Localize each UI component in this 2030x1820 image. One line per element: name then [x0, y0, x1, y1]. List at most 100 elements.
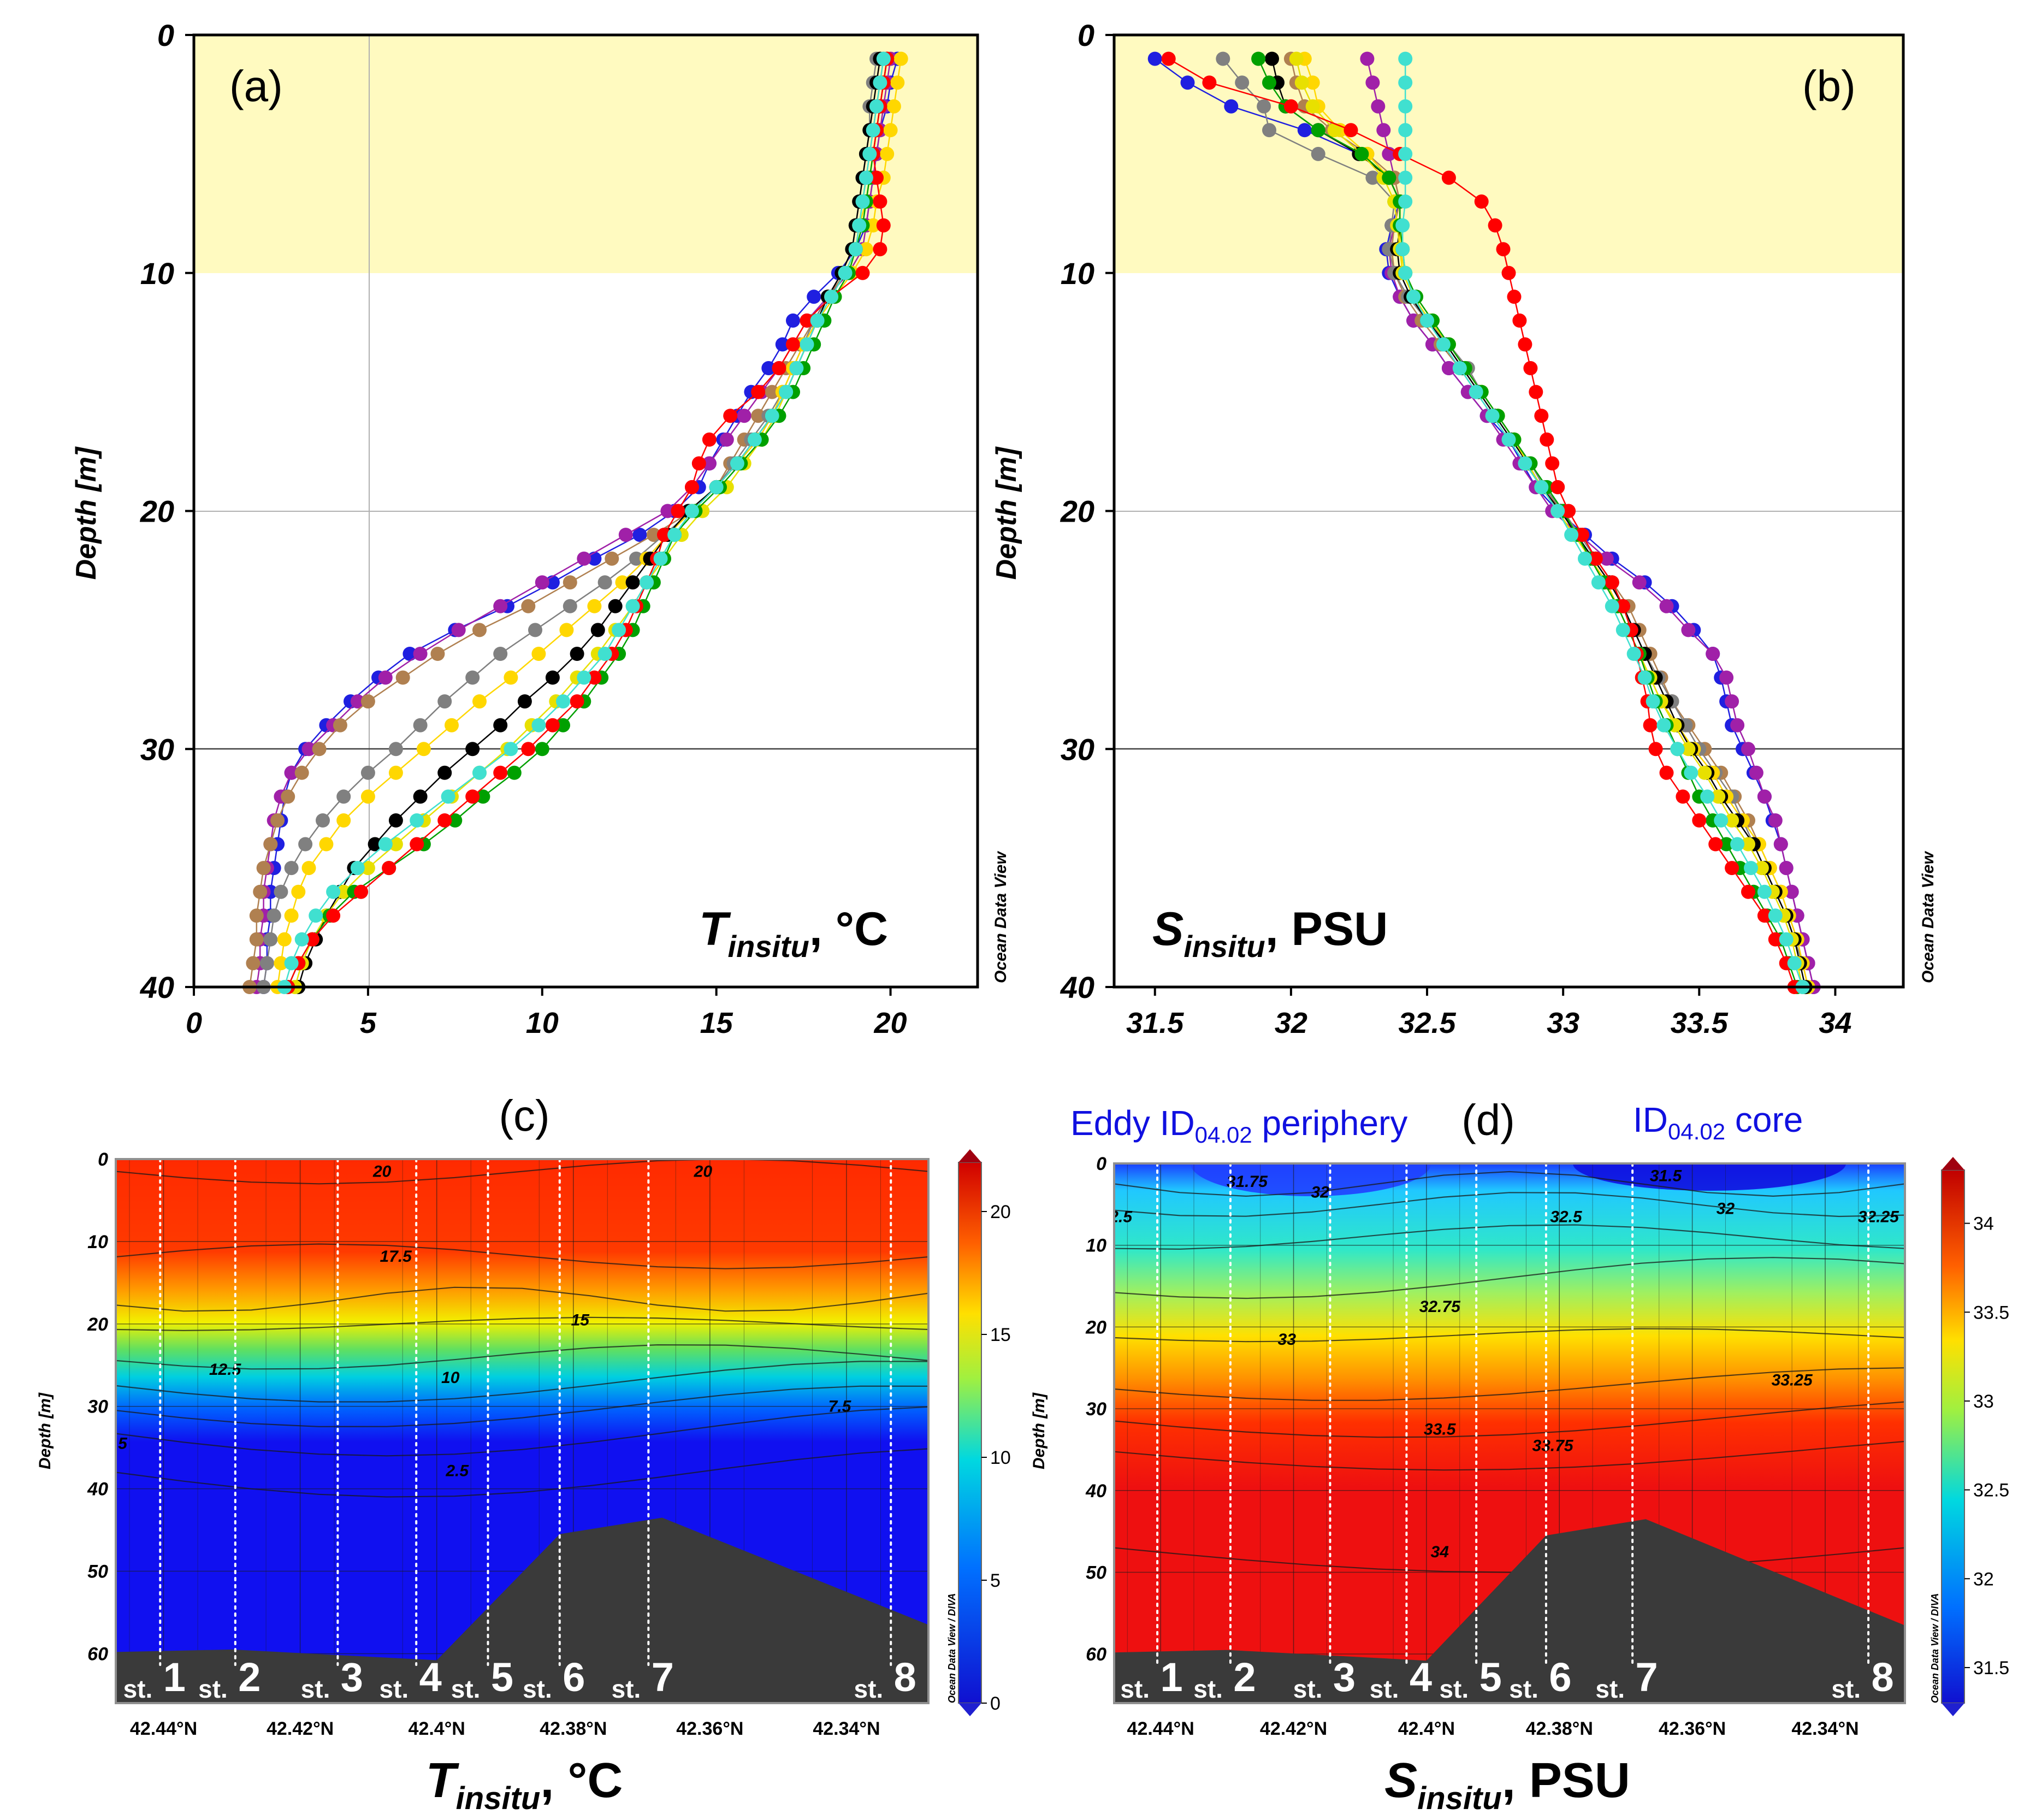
- panel-a-point-st.4-d24: [563, 599, 577, 613]
- panel-b-point-st.2-d28: [1725, 694, 1739, 709]
- panel-a-point-st.3-d23: [563, 575, 577, 590]
- panel-b-point-st.4-d6: [1365, 170, 1380, 185]
- panel-b-point-st.10-d34: [1730, 837, 1745, 852]
- panel-d-station-number-8: 8: [1871, 1654, 1893, 1700]
- panel-a-point-st.10-d17: [747, 432, 762, 447]
- panel-a-point-st.9-d19: [685, 480, 699, 494]
- panel-c-ytick-label-2: 20: [87, 1314, 108, 1335]
- panel-a-point-st.9-d36: [354, 884, 369, 899]
- panel-b-label: (b): [1802, 62, 1856, 110]
- panel-b-point-st.7-d3: [1305, 99, 1320, 114]
- panel-a-point-st.3-d22: [605, 551, 619, 566]
- panel-d-colorbar-bottom-cap: [1942, 1703, 1964, 1716]
- panel-d-ytick-label-3: 30: [1086, 1399, 1106, 1420]
- panel-b-point-st.2-d31: [1749, 765, 1763, 780]
- panel-a-point-st.10-d16: [765, 409, 779, 423]
- panel-b-point-st.1-d4: [1297, 123, 1312, 138]
- panel-c-contour-line-0: [116, 1159, 928, 1185]
- panel-a-point-st.10-d4: [866, 123, 880, 138]
- panel-a-xtick-label-3: 15: [700, 1007, 733, 1039]
- panel-b-point-st.9-d35: [1725, 861, 1739, 876]
- panel-b-point-st.7-d35: [1754, 861, 1769, 876]
- panel-a-point-st.3-d30: [312, 742, 327, 757]
- panel-a-point-st.5-d36: [291, 884, 306, 899]
- panel-a-ytick-label-0: 0: [157, 18, 174, 52]
- panel-a-point-st.5-d24: [587, 599, 602, 613]
- panel-a-point-st.9-d6: [869, 170, 884, 185]
- panel-a-point-st.6-d34: [368, 837, 382, 852]
- panel-a-point-st.10-d23: [640, 575, 654, 590]
- panel-b-point-st.10-d20: [1550, 504, 1565, 518]
- panel-b-point-st.9-d2: [1202, 75, 1217, 90]
- panel-a-point-st.7-d34: [388, 837, 403, 852]
- panel-b-point-st.7-d33: [1725, 813, 1739, 828]
- panel-c-station-number-1: 1: [163, 1654, 186, 1700]
- panel-d-colorbar-label-2: 32.5: [1973, 1480, 2009, 1501]
- panel-c-ylabel: Depth [m]: [36, 1392, 54, 1469]
- panel-a-point-st.9-d32: [465, 789, 480, 804]
- panel-a-profiles: [242, 51, 908, 994]
- panel-b-point-st.2-d3: [1371, 99, 1386, 114]
- panel-d-contour-label-1: 32: [1311, 1183, 1330, 1201]
- panel-b-point-st.10-d37: [1768, 908, 1783, 923]
- panel-b-point-st.9-d7: [1474, 194, 1489, 209]
- panel-a-point-st.2-d30: [301, 742, 316, 757]
- panel-b-ytick-label-2: 20: [1060, 494, 1094, 529]
- panel-c-ytick-label-4: 40: [87, 1479, 108, 1500]
- panel-c-station-number-5: 5: [491, 1654, 513, 1700]
- panel-a-point-st.4-d27: [465, 670, 480, 685]
- panel-c-colorbar-top-cap: [958, 1149, 981, 1162]
- panel-b-point-st.7-d31: [1697, 765, 1712, 780]
- panel-a-point-st.5-d39: [274, 956, 288, 971]
- panel-c-contour-line-1: [116, 1243, 928, 1269]
- panel-a-point-st.10-d20: [685, 504, 699, 518]
- panel-c-station-number-3: 3: [341, 1654, 363, 1700]
- panel-d-core-annotation: ID04.02 core: [1633, 1100, 1803, 1144]
- panel-b-point-st.2-d22: [1599, 551, 1614, 566]
- panel-a-point-st.8-d32: [476, 789, 490, 804]
- panel-c-frame: [115, 1158, 930, 1704]
- panel-d: Eddy ID04.02 periphery (d) ID04.02 core …: [1030, 1096, 2009, 1816]
- panel-a-point-st.5-d28: [472, 694, 487, 709]
- panel-c-station-prefix-7: st.: [612, 1675, 641, 1703]
- panel-c-stations: st. 1 st. 2 st. 3 st. 4 st. 5 st. 6 st. 7 st. 8: [123, 1159, 916, 1703]
- panel-d-contours: 31.75 32 31.5 32 32.25 32.5 2.5 32.75 33 33.25 33.…: [1114, 1167, 1905, 1573]
- panel-b-point-st.4-d4: [1262, 123, 1276, 138]
- panel-b-point-st.10-d1: [1398, 51, 1413, 66]
- panel-c-colorbar-gradient: [958, 1162, 982, 1704]
- panel-b-point-st.8-d2: [1262, 75, 1276, 90]
- panel-a-point-st.1-d26: [403, 647, 417, 661]
- panel-a-variable-label: Tinsitu, °C: [699, 903, 888, 964]
- panel-a-point-st.8-d33: [448, 813, 463, 828]
- panel-d-ytick-label-0: 0: [1096, 1154, 1106, 1174]
- panel-b-ytick-label-3: 30: [1061, 732, 1094, 766]
- panel-a-point-st.5-d26: [531, 647, 546, 661]
- panel-b-series-line-st.9: [1168, 58, 1795, 988]
- panel-b-point-st.10-d36: [1757, 884, 1772, 899]
- panel-d-station-prefix-1: st.: [1120, 1675, 1150, 1703]
- panel-a-point-st.2-d25: [451, 623, 466, 637]
- panel-a-point-st.10-d27: [577, 670, 591, 685]
- panel-a-point-st.9-d21: [657, 528, 671, 542]
- panel-b-point-st.2-d4: [1376, 123, 1391, 138]
- panel-c-colorbar-label-0: 0: [990, 1693, 1001, 1714]
- panel-b-point-st.4-d5: [1311, 146, 1325, 161]
- panel-c-xtick-label-4: 42.36°N: [676, 1718, 743, 1739]
- panel-d-xtick-label-2: 42.4°N: [1398, 1718, 1455, 1739]
- panel-b-variable-label: Sinsitu, PSU: [1152, 903, 1388, 964]
- panel-a-point-st.10-d34: [378, 837, 393, 852]
- panel-a-point-st.2-d28: [350, 694, 365, 709]
- panel-a-point-st.9-d14: [772, 361, 786, 375]
- panel-d-var-symbol: S: [1384, 1753, 1417, 1808]
- panel-b-xtick-label-3: 33: [1547, 1007, 1579, 1039]
- panel-a-point-st.4-d34: [298, 837, 313, 852]
- panel-c-colorbar-label-1: 5: [990, 1570, 1001, 1591]
- panel-d-contour-line-2: [1114, 1224, 1905, 1250]
- panel-d-colorbar-gradient: [1941, 1169, 1965, 1704]
- panel-b-point-st.9-d12: [1512, 313, 1527, 328]
- panel-d-station-prefix-5: st.: [1439, 1675, 1469, 1703]
- panel-c-contour-line-5: [116, 1361, 928, 1403]
- panel-a-point-st.3-d34: [263, 837, 278, 852]
- panel-a-point-st.10-d13: [800, 337, 814, 352]
- panel-a-point-st.9-d37: [326, 908, 341, 923]
